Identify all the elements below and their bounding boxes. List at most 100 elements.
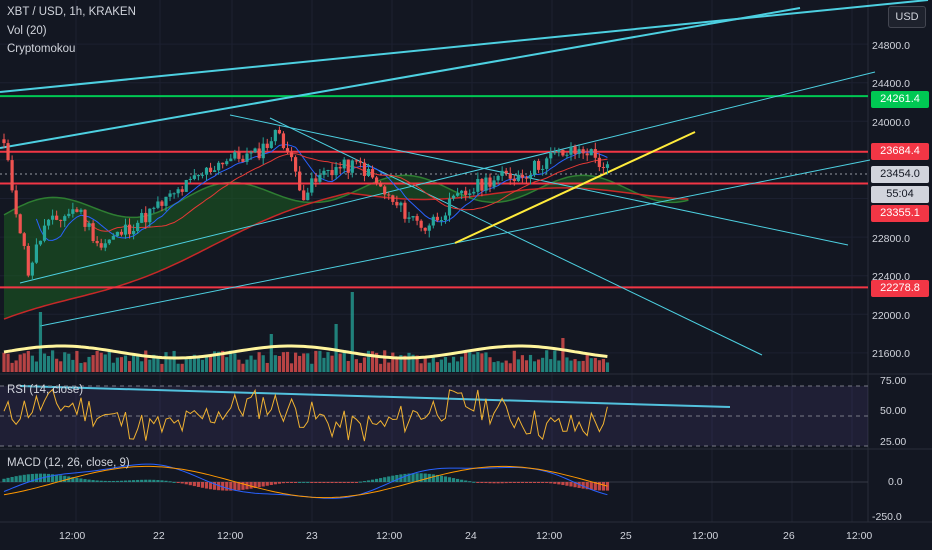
volume-bar [427, 362, 431, 372]
volume-bar [314, 350, 318, 372]
macd-histogram-bar [520, 482, 524, 483]
time-tick: 26 [783, 530, 795, 542]
volume-bar [200, 359, 205, 372]
base-line [84, 153, 608, 232]
candle [208, 167, 213, 173]
indicator-legend[interactable]: Cryptomokou [7, 43, 76, 55]
macd-histogram-bar [338, 482, 342, 483]
volume-bar [42, 353, 47, 372]
candle [42, 225, 47, 241]
volume-bar [132, 353, 136, 372]
macd-histogram-bar [75, 477, 79, 482]
volume-bar [383, 350, 387, 372]
candle [14, 190, 18, 215]
candle [585, 153, 589, 156]
volume-bar [561, 338, 565, 372]
macd-histogram-bar [358, 481, 362, 483]
candle [289, 152, 294, 158]
macd-histogram-bar [480, 482, 484, 483]
volume-bar [447, 362, 452, 372]
macd-histogram-bar [310, 482, 314, 483]
time-tick: 12:00 [59, 530, 86, 542]
volume-bar [2, 352, 6, 372]
candle [233, 152, 237, 159]
volume-bar [152, 354, 156, 372]
candle [326, 169, 330, 171]
volume-bar [585, 352, 589, 372]
macd-histogram-bar [322, 482, 326, 483]
level-badge-red: 23355.1 [871, 205, 929, 222]
macd-histogram-bar [119, 480, 124, 482]
rsi-legend[interactable]: RSI (14, close) [7, 384, 84, 396]
candle [18, 214, 22, 234]
volume-bar [261, 355, 265, 372]
macd-histogram-bar [281, 482, 286, 484]
candle [59, 219, 63, 221]
macd-histogram-bar [115, 480, 119, 482]
volume-bar [581, 360, 585, 372]
candle [545, 158, 549, 169]
volume-bar [38, 312, 43, 372]
macd-legend[interactable]: MACD (12, 26, close, 9) [7, 457, 130, 469]
volume-bar [532, 361, 537, 372]
candle [204, 167, 209, 175]
currency-button[interactable]: USD [888, 6, 926, 28]
volume-bar [99, 352, 103, 372]
candle [528, 174, 533, 179]
macd-histogram-bar [581, 482, 585, 489]
macd-histogram-bar [59, 475, 63, 482]
volume-bar [245, 359, 249, 372]
volume-legend[interactable]: Vol (20) [7, 25, 47, 37]
candle [67, 213, 71, 217]
trendline [454, 131, 696, 244]
candle [460, 190, 464, 194]
candle [217, 162, 221, 171]
volume-bar [366, 350, 371, 372]
volume-bar [91, 355, 95, 372]
volume-bar [492, 362, 496, 372]
trendline [0, 0, 929, 93]
macd-histogram-bar [439, 475, 443, 482]
macd-histogram-bar [63, 475, 67, 482]
trendline [229, 114, 849, 246]
volume-bar [488, 357, 492, 372]
volume-bar [115, 357, 119, 372]
candle [415, 216, 419, 221]
volume-bar [504, 360, 508, 372]
macd-histogram-bar [180, 482, 184, 484]
macd-histogram-bar [532, 482, 537, 483]
candle [132, 230, 136, 235]
volume-bar [188, 358, 192, 372]
macd-histogram-bar [168, 481, 172, 483]
volume-bar [310, 363, 314, 372]
volume-bar [253, 359, 257, 372]
macd-histogram-bar [553, 482, 557, 484]
volume-bar [103, 354, 107, 372]
candle [537, 160, 541, 170]
macd-histogram-bar [87, 479, 91, 482]
volume-bar [75, 350, 79, 372]
candle [140, 212, 144, 223]
candle [10, 160, 14, 191]
candle [383, 186, 387, 195]
volume-bar [208, 355, 213, 372]
candle [176, 189, 180, 194]
volume-bar [577, 361, 581, 372]
volume-bar [213, 351, 217, 372]
macd-histogram-bar [346, 482, 350, 483]
volume-bar [472, 354, 476, 372]
volume-bar [306, 353, 310, 372]
candle [200, 174, 205, 176]
symbol-title[interactable]: XBT / USD, 1h, KRAKEN [7, 6, 136, 18]
macd-histogram-bar [557, 482, 561, 485]
macd-histogram-bar [423, 473, 427, 482]
volume-bar [148, 359, 152, 372]
volume-bar [346, 360, 350, 372]
candle [273, 129, 277, 142]
candle [245, 153, 249, 162]
trendline [19, 385, 731, 408]
volume-bar [298, 355, 302, 372]
volume-bar [569, 360, 573, 372]
candle [99, 243, 103, 248]
